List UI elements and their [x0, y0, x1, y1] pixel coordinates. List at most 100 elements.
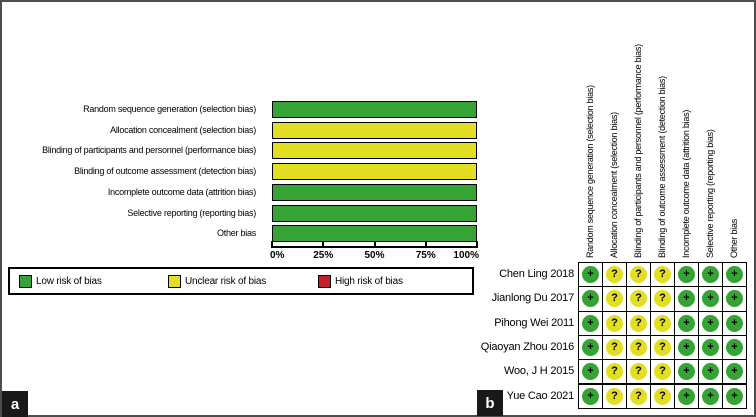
rob-judgement-circle-unclear: ? — [654, 290, 671, 308]
table-cell: ? — [602, 334, 627, 361]
table-cell: + — [698, 262, 723, 288]
table-cell: ? — [626, 286, 651, 312]
table-cell: + — [698, 359, 723, 385]
table-cell: + — [674, 262, 699, 288]
legend-item-high: High risk of bias — [318, 269, 403, 293]
table-cell: + — [722, 286, 747, 312]
legend-item-label: High risk of bias — [335, 275, 403, 287]
rob-judgement-circle-low: + — [702, 363, 719, 381]
rob-judgement-circle-low: + — [726, 290, 743, 308]
bar-category-label: Incomplete outcome data (attrition bias) — [107, 186, 256, 197]
x-axis-tick-label: 75% — [415, 250, 436, 261]
table-study-label: Woo, J H 2015 — [504, 365, 574, 378]
bar-track — [272, 121, 477, 139]
rob-judgement-circle-low: + — [678, 314, 695, 332]
rob-judgement-circle-low: + — [726, 387, 743, 405]
table-cell: + — [698, 310, 723, 336]
table-column-header: Incomplete outcome data (attrition bias) — [680, 109, 691, 258]
table-cell: ? — [626, 310, 651, 336]
table-cell: ? — [650, 383, 675, 409]
table-study-label: Chen Ling 2018 — [499, 268, 574, 281]
rob-judgement-circle-low: + — [678, 387, 695, 405]
x-axis-tick-label: 100% — [453, 250, 479, 261]
table-column-header: Random sequence generation (selection bi… — [584, 85, 595, 258]
table-column-header: Blinding of outcome assessment (detectio… — [656, 76, 667, 258]
rob-judgement-circle-unclear: ? — [630, 339, 647, 357]
legend-item-unclear: Unclear risk of bias — [168, 269, 266, 293]
bar-segment-low — [272, 204, 477, 222]
table-cell: + — [722, 310, 747, 336]
table-cell: + — [674, 286, 699, 312]
rob-judgement-circle-unclear: ? — [654, 314, 671, 332]
table-cell: + — [674, 310, 699, 336]
table-cell: + — [674, 383, 699, 409]
x-axis-tick-label: 0% — [270, 250, 285, 261]
bar-track — [272, 101, 477, 118]
table-cell: ? — [602, 383, 627, 409]
table-cell: ? — [626, 359, 651, 385]
bar-track — [272, 163, 477, 181]
rob-judgement-circle-unclear: ? — [630, 387, 647, 405]
x-axis-tick — [271, 241, 273, 247]
rob-judgement-circle-low: + — [702, 290, 719, 308]
table-cell: ? — [626, 334, 651, 361]
rob-judgement-circle-unclear: ? — [606, 339, 623, 357]
bar-category-label: Random sequence generation (selection bi… — [83, 104, 256, 114]
rob-judgement-circle-low: + — [702, 266, 719, 284]
panel-a-tag: a — [2, 391, 28, 417]
table-cell: ? — [650, 310, 675, 336]
table-cell: + — [698, 383, 723, 409]
x-axis-tick — [373, 241, 376, 247]
table-cell: ? — [602, 262, 627, 288]
rob-judgement-circle-unclear: ? — [606, 387, 623, 405]
table-cell: + — [722, 359, 747, 385]
table-cell: + — [578, 310, 603, 336]
table-cell: ? — [626, 383, 651, 409]
bar-category-label: Allocation concealment (selection bias) — [110, 124, 256, 135]
table-cell: ? — [650, 334, 675, 361]
bar-segment-unclear — [272, 142, 477, 160]
rob-judgement-circle-unclear: ? — [630, 266, 647, 284]
table-column-header: Selective reporting (reporting bias) — [704, 129, 715, 258]
rob-judgement-circle-unclear: ? — [606, 290, 623, 308]
table-column-header: Other bias — [728, 218, 739, 258]
table-cell: ? — [650, 286, 675, 312]
rob-judgement-circle-low: + — [582, 363, 599, 381]
legend-swatch-low — [19, 274, 32, 288]
table-study-label: Yue Cao 2021 — [506, 389, 575, 402]
rob-judgement-circle-low: + — [582, 266, 599, 284]
x-axis-tick-label: 50% — [364, 250, 385, 261]
rob-judgement-circle-unclear: ? — [630, 290, 647, 308]
bar-track — [272, 183, 477, 201]
legend-item-low: Low risk of bias — [19, 269, 102, 293]
bar-track — [272, 204, 477, 222]
rob-judgement-circle-unclear: ? — [654, 387, 671, 405]
table-cell: + — [674, 334, 699, 361]
table-cell: ? — [602, 310, 627, 336]
table-cell: + — [578, 262, 603, 288]
table-cell: + — [722, 383, 747, 409]
rob-judgement-circle-low: + — [702, 339, 719, 357]
rob-judgement-circle-unclear: ? — [606, 266, 623, 284]
legend: Low risk of bias Unclear risk of bias High… — [8, 267, 474, 295]
table-cell: ? — [602, 286, 627, 312]
bar-track — [272, 225, 477, 243]
rob-judgement-circle-low: + — [726, 363, 743, 381]
x-axis-line — [271, 246, 478, 248]
table-cell: ? — [602, 359, 627, 385]
rob-judgement-circle-low: + — [678, 266, 695, 284]
legend-swatch-high — [318, 274, 331, 288]
bar-track — [272, 142, 477, 160]
rob-judgement-circle-unclear: ? — [606, 314, 623, 332]
bar-segment-low — [272, 101, 477, 118]
rob-judgement-circle-low: + — [726, 266, 743, 284]
table-column-header: Allocation concealment (selection bias) — [608, 112, 619, 258]
rob-judgement-circle-low: + — [582, 339, 599, 357]
rob-judgement-circle-unclear: ? — [654, 363, 671, 381]
table-cell: + — [722, 262, 747, 288]
bar-category-label: Other bias — [216, 228, 256, 239]
rob-judgement-circle-low: + — [678, 339, 695, 357]
rob-judgement-circle-unclear: ? — [654, 266, 671, 284]
rob-judgement-circle-low: + — [678, 290, 695, 308]
